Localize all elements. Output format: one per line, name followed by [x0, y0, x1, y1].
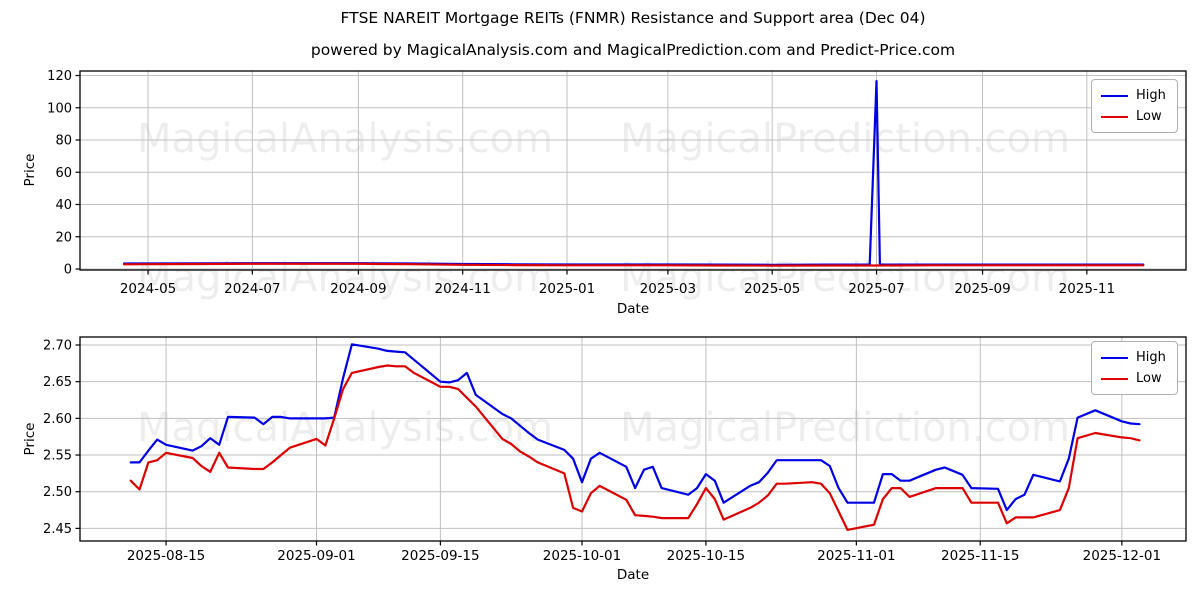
x-tick-label: 2025-09 [954, 281, 1010, 297]
y-tick-label: 0 [64, 263, 72, 278]
legend-entry-low: Low [1101, 368, 1166, 389]
legend-label: High [1136, 88, 1166, 103]
y-tick-label: 2.55 [43, 449, 72, 464]
detail-legend: High Low [1091, 341, 1178, 395]
x-tick-label: 2025-09-15 [401, 548, 479, 564]
legend-entry-high: High [1101, 347, 1166, 368]
y-tick-label: 2.65 [43, 375, 72, 390]
x-tick-label: 2025-09-01 [277, 548, 355, 564]
watermark-text: MagicalAnalysis.com [137, 405, 553, 451]
detail-x-axis-label: Date [616, 567, 650, 583]
x-tick-label: 2025-11-15 [941, 548, 1019, 564]
y-tick-label: 100 [47, 101, 72, 116]
x-tick-label: 2024-07 [224, 281, 280, 297]
x-tick-label: 2024-05 [120, 281, 176, 297]
x-tick-label: 2025-10-15 [667, 548, 745, 564]
plot-frame [79, 336, 1187, 542]
legend-label: Low [1136, 109, 1162, 124]
watermark-text: MagicalPrediction.com [620, 116, 1070, 162]
x-tick-label: 2024-09 [330, 281, 386, 297]
overview-x-axis-label: Date [616, 301, 650, 317]
x-tick-label: 2025-11 [1059, 281, 1115, 297]
y-tick-label: 60 [55, 166, 72, 181]
y-tick-label: 2.60 [43, 412, 72, 427]
legend-entry-low: Low [1101, 106, 1166, 127]
low-line-swatch-icon [1101, 115, 1128, 118]
overview-y-axis-label: Price [22, 153, 38, 187]
low-line-swatch-icon [1101, 377, 1128, 380]
detail-y-axis-label: Price [22, 422, 38, 456]
x-tick-label: 2024-11 [434, 281, 490, 297]
plot-frame [79, 70, 1187, 271]
y-tick-label: 2.70 [43, 339, 72, 354]
watermark-text: MagicalAnalysis.com [137, 116, 553, 162]
high-line-swatch-icon [1101, 94, 1128, 97]
legend-label: Low [1136, 371, 1162, 386]
y-tick-label: 20 [55, 230, 72, 245]
x-tick-label: 2025-11-01 [817, 548, 895, 564]
legend-label: High [1136, 350, 1166, 365]
watermark-text: MagicalPrediction.com [620, 255, 1070, 301]
overview-legend: High Low [1091, 79, 1178, 133]
x-tick-label: 2025-10-01 [543, 548, 621, 564]
y-tick-label: 40 [55, 198, 72, 213]
low-line [122, 262, 1145, 267]
y-tick-label: 2.45 [43, 522, 72, 537]
x-tick-label: 2025-07 [848, 281, 904, 297]
y-tick-label: 80 [55, 134, 72, 149]
watermark-text: MagicalPrediction.com [620, 405, 1070, 451]
x-tick-label: 2025-01 [539, 281, 595, 297]
overview-chart: MagicalAnalysis.com MagicalPrediction.com… [47, 69, 1187, 301]
chart-title: FTSE NAREIT Mortgage REITs (FNMR) Resist… [340, 9, 926, 27]
high-line-swatch-icon [1101, 356, 1128, 359]
legend-entry-high: High [1101, 85, 1166, 106]
x-tick-label: 2025-03 [640, 281, 696, 297]
high-line [129, 343, 1141, 512]
y-tick-label: 2.50 [43, 485, 72, 500]
y-tick-label: 120 [47, 69, 72, 84]
chart-subtitle: powered by MagicalAnalysis.com and Magic… [310, 41, 956, 59]
x-tick-label: 2025-05 [744, 281, 800, 297]
x-tick-label: 2025-08-15 [127, 548, 205, 564]
low-line [129, 364, 1141, 532]
recent-detail-chart: MagicalAnalysis.com MagicalPrediction.com… [43, 336, 1187, 564]
x-tick-label: 2025-12-01 [1083, 548, 1161, 564]
